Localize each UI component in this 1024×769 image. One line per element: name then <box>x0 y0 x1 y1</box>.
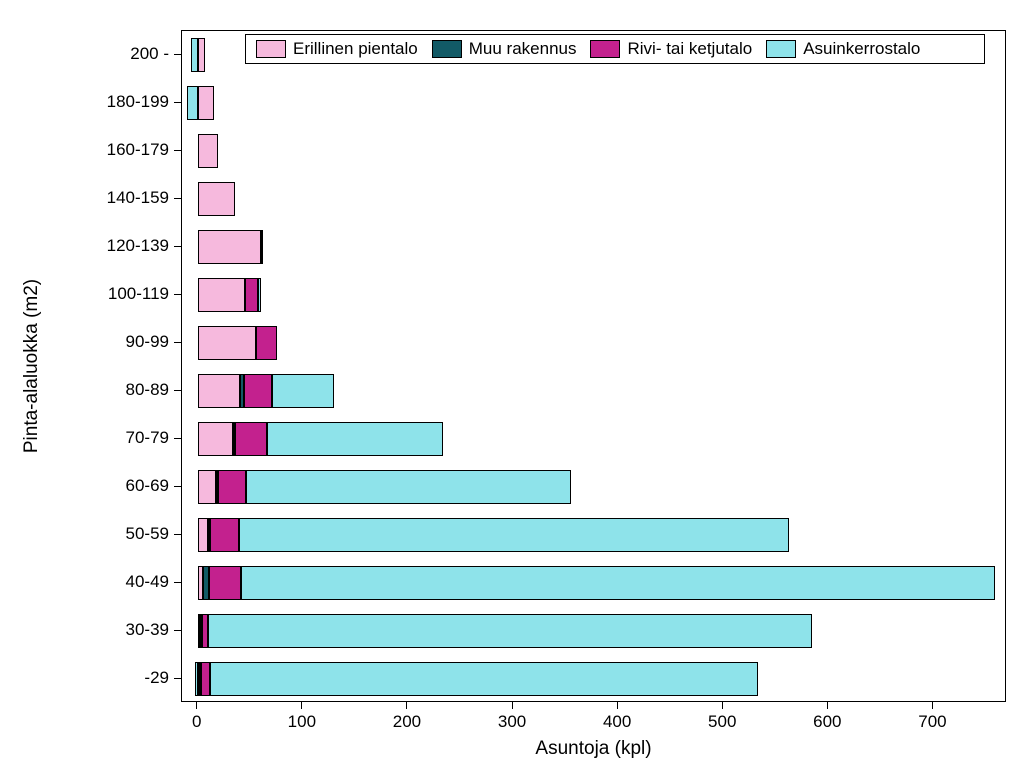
bar-segment-erillinen <box>198 470 216 505</box>
bar-segment-asuin <box>246 470 571 505</box>
y-tick <box>174 390 181 391</box>
legend-label: Rivi- tai ketjutalo <box>627 39 752 59</box>
y-tick-label: 120-139 <box>107 236 169 256</box>
bar-segment-erillinen <box>198 38 205 73</box>
x-tick-label: 700 <box>918 712 946 732</box>
bar-segment-erillinen <box>198 230 261 265</box>
y-tick <box>174 438 181 439</box>
y-tick-label: 30-39 <box>126 620 169 640</box>
y-tick <box>174 102 181 103</box>
y-tick <box>174 150 181 151</box>
y-tick-label: 40-49 <box>126 572 169 592</box>
x-tick <box>512 702 513 709</box>
y-tick <box>174 582 181 583</box>
bar-segment-erillinen <box>198 326 256 361</box>
x-tick-label: 500 <box>708 712 736 732</box>
plot-area <box>181 30 1006 702</box>
y-tick-label: 140-159 <box>107 188 169 208</box>
bar-segment-rivi <box>245 278 258 313</box>
legend-item-rivi: Rivi- tai ketjutalo <box>590 39 752 59</box>
bar-segment-rivi <box>235 422 268 457</box>
bar-segment-rivi <box>201 662 210 697</box>
y-tick-label: 80-89 <box>126 380 169 400</box>
legend: Erillinen pientalo Muu rakennus Rivi- tai … <box>245 34 985 64</box>
x-tick-label: 600 <box>813 712 841 732</box>
y-tick <box>174 534 181 535</box>
bar-segment-erillinen <box>198 374 240 409</box>
bar-segment-asuin <box>210 662 758 697</box>
y-tick-label: 180-199 <box>107 92 169 112</box>
x-tick <box>617 702 618 709</box>
bar-segment-asuin <box>267 422 443 457</box>
x-tick-label: 300 <box>498 712 526 732</box>
legend-item-erillinen: Erillinen pientalo <box>256 39 418 59</box>
chart-container: Erillinen pientalo Muu rakennus Rivi- tai … <box>0 0 1024 769</box>
y-tick <box>174 630 181 631</box>
legend-swatch-muu <box>432 40 462 58</box>
y-tick <box>174 246 181 247</box>
bar-segment-erillinen <box>198 422 234 457</box>
bar-segment-asuin <box>208 614 811 649</box>
legend-swatch-erillinen <box>256 40 286 58</box>
bar-segment-erillinen <box>198 86 214 121</box>
legend-swatch-asuin <box>766 40 796 58</box>
bar-segment-rivi <box>210 518 238 553</box>
x-axis-label: Asuntoja (kpl) <box>535 738 651 760</box>
y-tick <box>174 198 181 199</box>
bar-segment-rivi <box>256 326 277 361</box>
bar-segment-asuin <box>239 518 790 553</box>
x-tick-label: 400 <box>603 712 631 732</box>
x-tick <box>406 702 407 709</box>
legend-label: Erillinen pientalo <box>293 39 418 59</box>
y-tick-label: 50-59 <box>126 524 169 544</box>
x-tick <box>722 702 723 709</box>
bar-segment-erillinen <box>198 134 218 169</box>
y-tick-label: 100-119 <box>108 284 169 304</box>
bar-segment-rivi <box>244 374 272 409</box>
y-tick <box>174 294 181 295</box>
y-tick-label: -29 <box>144 668 169 688</box>
legend-item-asuin: Asuinkerrostalo <box>766 39 920 59</box>
legend-label: Muu rakennus <box>469 39 577 59</box>
x-tick <box>932 702 933 709</box>
x-tick <box>301 702 302 709</box>
y-tick <box>174 342 181 343</box>
y-tick-label: 70-79 <box>126 428 169 448</box>
legend-swatch-rivi <box>590 40 620 58</box>
bar-segment-asuinkerrostalo-neg <box>187 86 198 121</box>
y-tick-label: 160-179 <box>107 140 169 160</box>
bar-segment-erillinen <box>198 518 209 553</box>
y-tick <box>174 486 181 487</box>
y-tick-label: 200 - <box>130 44 169 64</box>
bar-segment-rivi <box>209 566 241 601</box>
y-tick <box>174 54 181 55</box>
legend-item-muu: Muu rakennus <box>432 39 577 59</box>
y-tick <box>174 678 181 679</box>
bar-segment-erillinen <box>198 182 235 217</box>
x-tick-label: 100 <box>288 712 316 732</box>
bar-segment-rivi <box>261 230 263 265</box>
legend-label: Asuinkerrostalo <box>803 39 920 59</box>
x-tick-label: 200 <box>393 712 421 732</box>
x-tick <box>196 702 197 709</box>
bar-segment-rivi <box>218 470 246 505</box>
x-tick <box>827 702 828 709</box>
x-tick-label: 0 <box>192 712 201 732</box>
bar-segment-asuin <box>272 374 334 409</box>
y-tick-label: 90-99 <box>126 332 169 352</box>
y-tick-label: 60-69 <box>126 476 169 496</box>
bar-segment-erillinen <box>198 278 245 313</box>
bar-segment-asuin <box>258 278 261 313</box>
y-axis-label: Pinta-alaluokka (m2) <box>21 279 43 453</box>
bar-segment-asuin <box>241 566 996 601</box>
